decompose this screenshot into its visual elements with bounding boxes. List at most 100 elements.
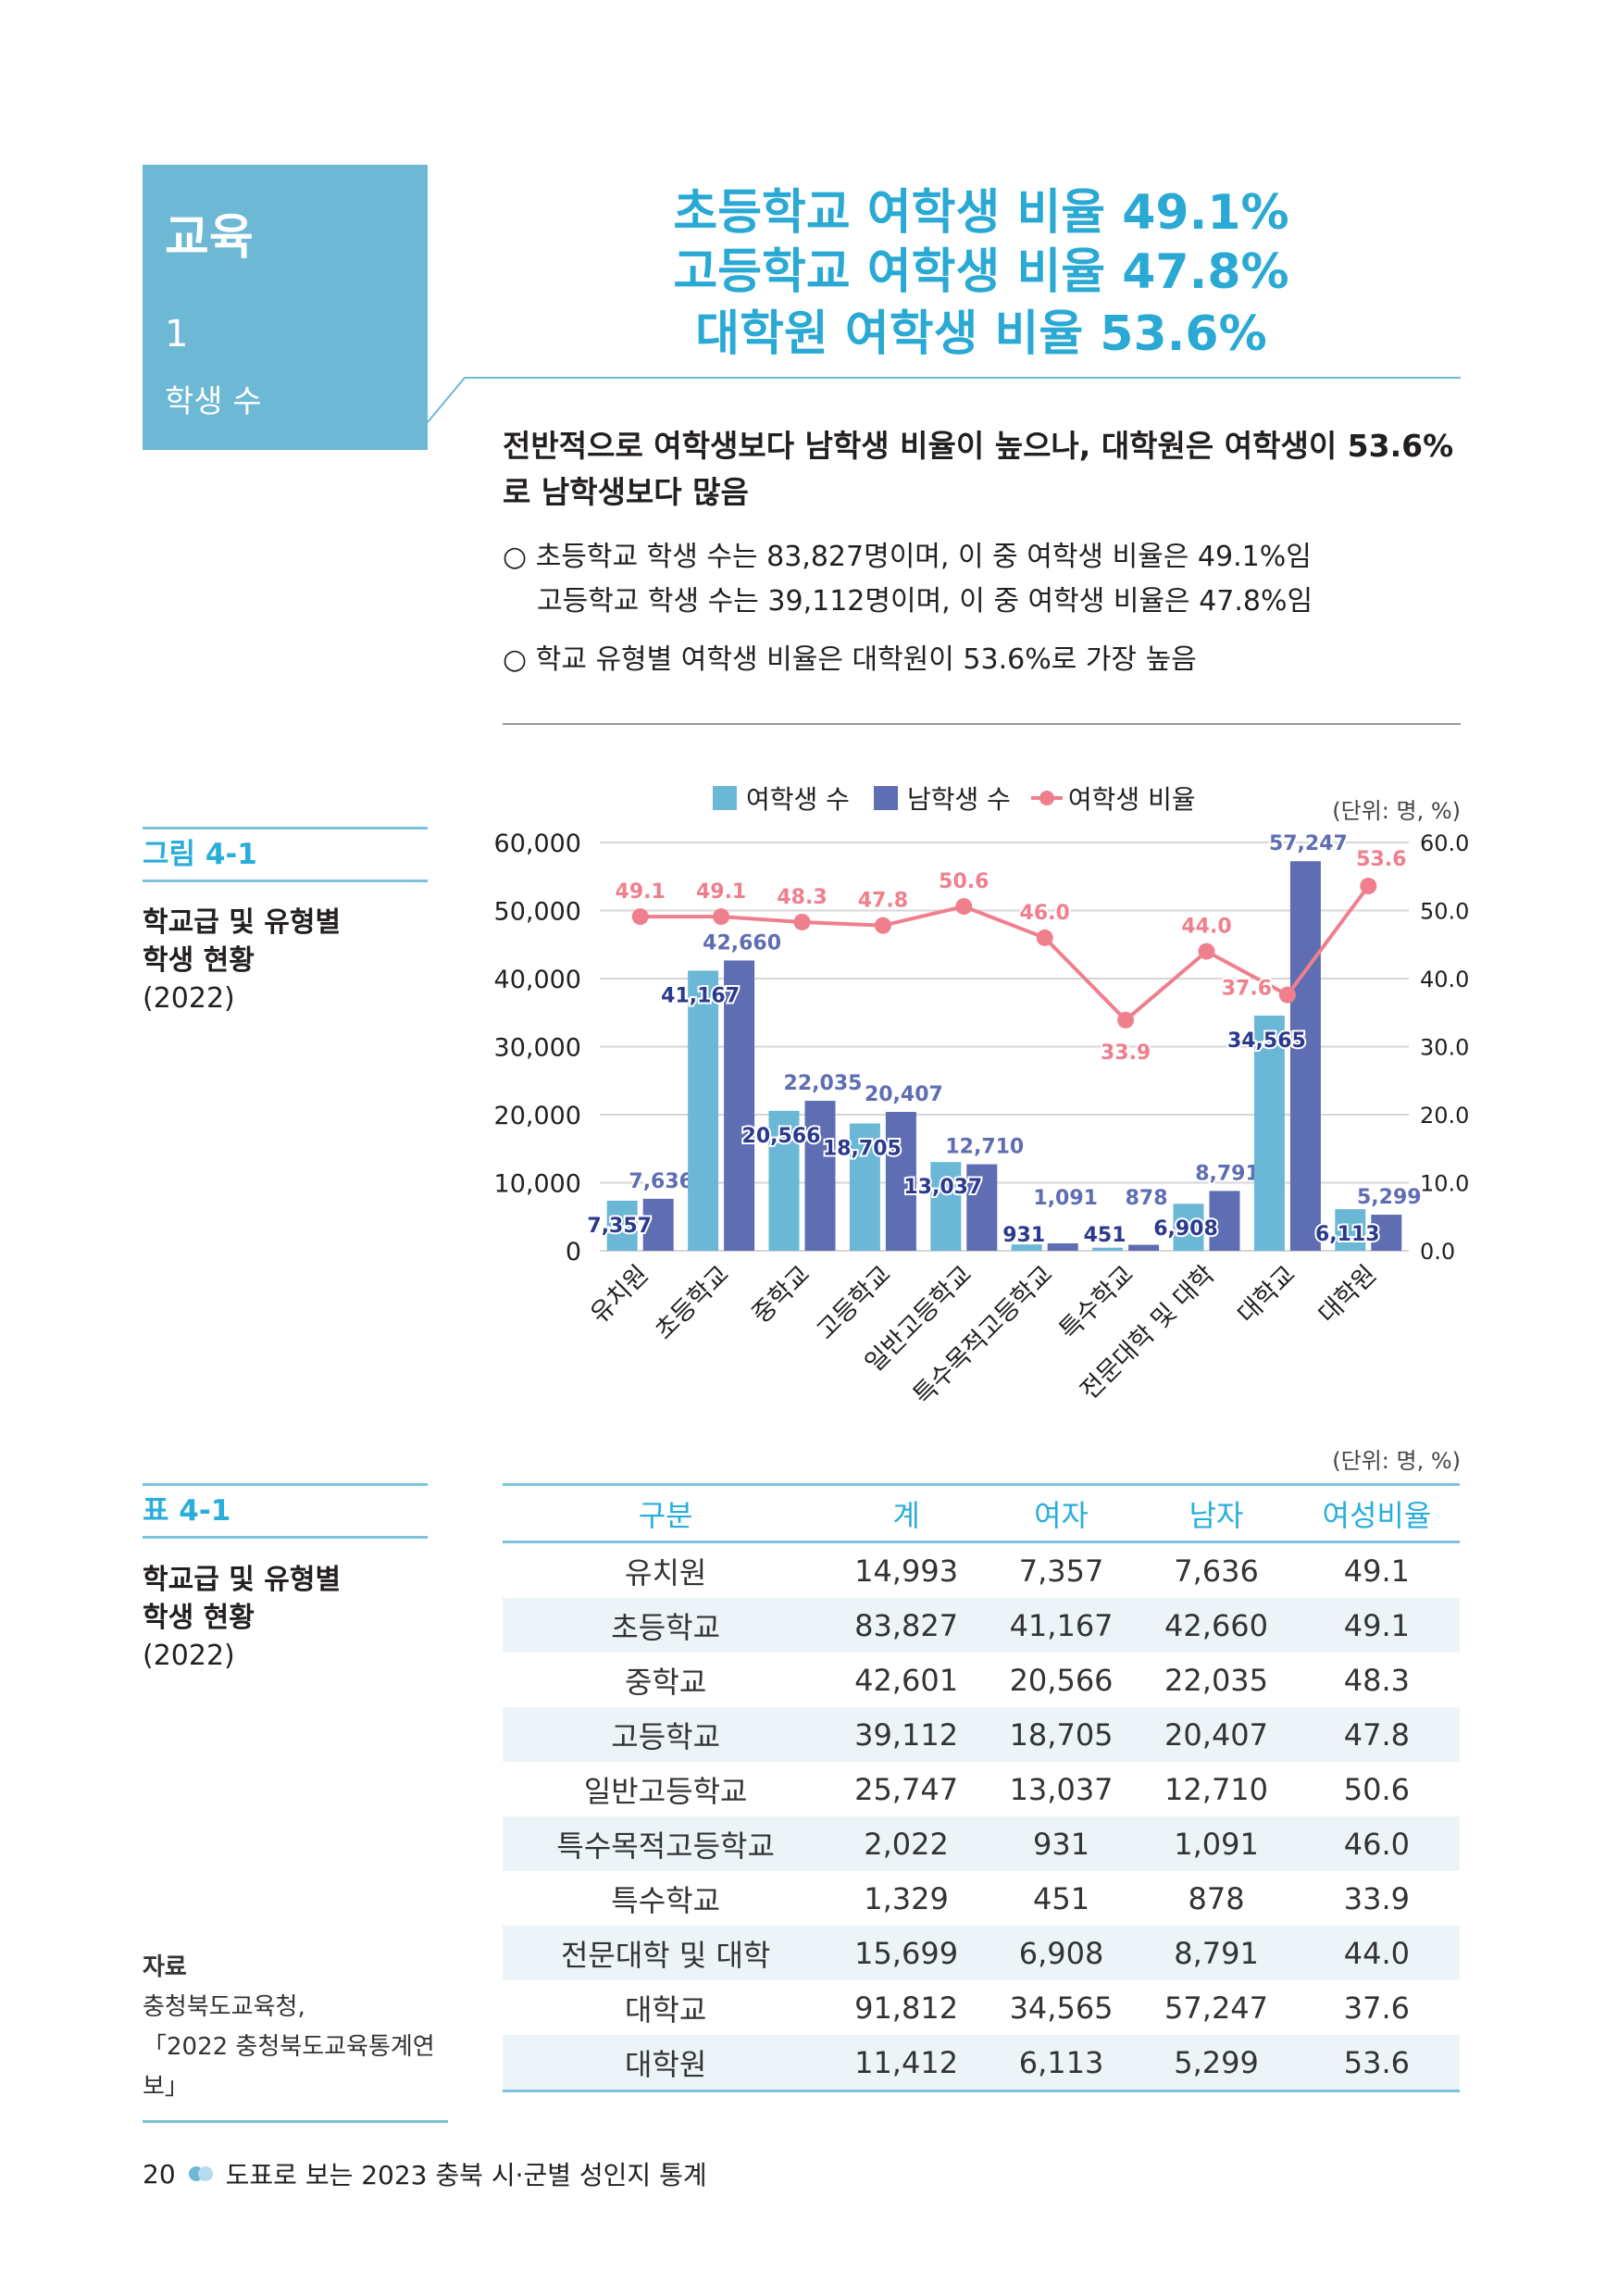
table-cell: 46.0 [1293,1816,1460,1871]
chart-unit: (단위: 명, %) [1332,798,1461,824]
table-header-row: 구분 계 여자 남자 여성비율 [503,1483,1460,1543]
figure-title: 학교급 및 유형별 학생 현황 (2022) [143,904,341,1017]
bar-female [768,1110,800,1251]
bar-male [1371,1215,1402,1251]
ratio-point [793,913,811,930]
table-cell: 931 [983,1816,1139,1871]
table-cell: 878 [1188,1880,1245,1916]
bar-male-label: 878 [1126,1187,1168,1210]
bullet-1-cont: 고등학교 학생 수는 39,112명이며, 이 중 여학생 비율은 47.8%임 [537,585,1313,618]
table-cell: 48.3 [1343,1662,1411,1698]
header-connector-line [427,377,1461,423]
bar-male-label: 42,660 [703,931,781,955]
y-left-tick: 10,000 [494,1170,581,1199]
ratio-point [713,908,730,926]
bar-male-label: 12,710 [945,1136,1024,1159]
legend-male-label: 남학생 수 [906,784,1011,815]
figure-year: (2022) [143,982,235,1015]
bar-male [1128,1244,1160,1251]
ratio-point [955,898,973,916]
table-cell: 22,035 [1164,1662,1269,1698]
y-left-tick: 20,000 [494,1102,581,1130]
legend-female-swatch [713,786,737,810]
ratio-label: 47.8 [858,890,908,913]
table-cell: 42,601 [854,1662,959,1698]
source-line-1: 충청북도교육청, [143,1993,305,2021]
table-cell: 12,710 [1164,1771,1269,1807]
bar-male [966,1164,998,1251]
source: 자료 충청북도교육청, 「2022 충청북도교육통계연보」 [143,1948,448,2123]
figure-title-line-2: 학생 현황 [143,944,255,977]
bar-male [1289,861,1321,1251]
legend-male-swatch [873,786,898,810]
y-right-tick: 10.0 [1420,1171,1469,1197]
figure-title-line-1: 학교급 및 유형별 [143,906,342,939]
ratio-label: 46.0 [1020,902,1070,925]
table-row: 특수목적고등학교 2,022 931 1,091 46.0 [503,1816,1460,1871]
bar-female-label: 7,357 [587,1215,652,1238]
table-cell: 7,357 [1018,1553,1104,1589]
ratio-point [1198,942,1215,960]
y-right-tick: 0.0 [1420,1239,1455,1265]
y-right-tick: 20.0 [1420,1103,1469,1129]
table-header-3: 남자 [1139,1483,1294,1543]
page-number: 20 [143,2158,176,2190]
ratio-point [1360,878,1377,895]
y-right-tick: 60.0 [1420,830,1469,856]
bar-male-label: 1,091 [1033,1187,1098,1210]
divider [503,723,1461,725]
table-title-line-1: 학교급 및 유형별 [143,1564,342,1596]
table-cell: 44.0 [1293,1926,1460,1980]
table-cell: 42,660 [1139,1598,1294,1653]
table-label: 표 4-1 [143,1483,428,1539]
ratio-label: 33.9 [1101,1042,1151,1065]
table-row: 초등학교 83,827 41,167 42,660 49.1 [503,1598,1460,1653]
x-tick-label: 대학교 [1232,1260,1301,1329]
table-cell: 8,791 [1139,1926,1294,1980]
bar-male [885,1112,916,1251]
table-row: 중학교 42,601 20,566 22,035 48.3 [503,1653,1460,1707]
section-box: 교육 1 학생 수 [143,165,428,450]
table-cell: 5,299 [1139,2035,1294,2092]
table-header-0: 구분 [503,1483,829,1543]
ratio-point [1278,986,1296,1004]
table-cell: 전문대학 및 대학 [503,1926,829,1980]
ratio-label: 49.1 [696,880,746,904]
bar-female-label: 6,908 [1153,1217,1218,1241]
table-row: 대학교 91,812 34,565 57,247 37.6 [503,1980,1460,2035]
y-right-tick: 40.0 [1420,967,1469,992]
bar-male [1047,1242,1078,1251]
bar-male-label: 7,636 [629,1170,693,1193]
legend-ratio-label: 여학생 비율 [1067,784,1196,815]
bar-female-label: 18,705 [823,1138,902,1161]
table-cell: 대학원 [503,2035,829,2092]
table-cell: 1,329 [864,1880,949,1916]
table-cell: 20,566 [1009,1662,1114,1698]
bar-female-label: 41,167 [661,984,740,1007]
bar-female [1092,1247,1124,1251]
table-cell: 49.1 [1293,1598,1460,1653]
y-left-tick: 30,000 [494,1034,581,1063]
bar-female [688,970,719,1251]
x-tick-label: 초등학교 [650,1260,735,1345]
ratio-label: 44.0 [1181,916,1231,939]
section-title: 교육 [165,210,254,266]
table-row: 유치원 14,993 7,357 7,636 49.1 [503,1542,1460,1599]
ratio-label: 48.3 [777,886,827,909]
table-cell: 2,022 [828,1816,984,1871]
table-header-2: 여자 [983,1483,1139,1543]
bar-female-label: 13,037 [903,1176,982,1199]
table-cell: 53.6 [1293,2035,1460,2092]
table-row: 전문대학 및 대학 15,699 6,908 8,791 44.0 [503,1926,1460,1980]
table-cell: 7,636 [1174,1553,1259,1589]
table-row: 특수학교 1,329 451 878 33.9 [503,1871,1460,1926]
x-tick-label: 대학원 [1313,1260,1383,1329]
table-cell: 25,747 [854,1771,959,1807]
ratio-point [1036,929,1053,946]
table-cell: 6,113 [983,2035,1139,2092]
bar-female [606,1200,638,1251]
chart: 0 0.0 10,000 10.0 20,000 20.0 30,000 30.0 40,000… [494,830,1470,1410]
table-cell: 대학교 [625,1991,707,2028]
table-cell: 57,247 [1164,1990,1269,2026]
y-right-tick: 50.0 [1420,899,1469,925]
